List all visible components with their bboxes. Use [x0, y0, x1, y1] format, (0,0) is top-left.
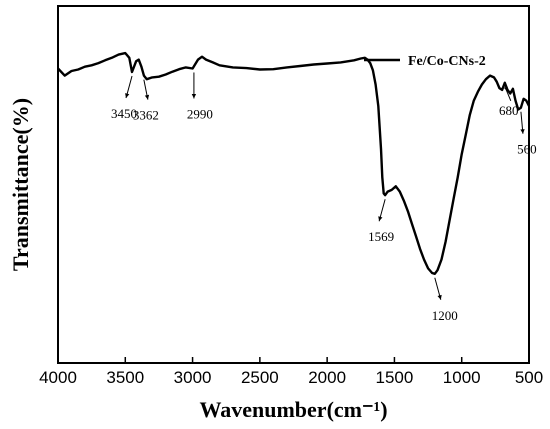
annotation-arrowhead	[503, 86, 508, 91]
legend: Fe/Co-CNs-2	[364, 54, 486, 69]
x-tick-label: 500	[515, 368, 543, 387]
x-tick-label: 2000	[308, 368, 346, 387]
annotation-label: 1200	[432, 308, 458, 323]
series-layer	[57, 51, 531, 275]
annotation-arrowhead	[125, 93, 130, 99]
plot-border	[57, 5, 530, 364]
x-tick-label: 4000	[39, 368, 77, 387]
annotation-label: 680	[499, 103, 519, 118]
x-axis-ticks: 4000 3500 3000 2500 2000 1500 1000 500	[39, 357, 543, 387]
y-axis-title: Transmittance(%)	[8, 98, 33, 271]
x-axis-title: Wavenumber(cm⁻¹)	[199, 397, 387, 422]
x-tick-label: 3000	[174, 368, 212, 387]
series-line	[57, 51, 531, 275]
annotation-arrowhead	[378, 216, 383, 222]
annotation-label: 2990	[187, 106, 213, 121]
plot-frame	[57, 5, 530, 364]
x-tick-label: 1000	[443, 368, 481, 387]
annotation-arrowhead	[144, 94, 150, 100]
annotation-arrowhead	[191, 93, 197, 99]
legend-entry-label: Fe/Co-CNs-2	[408, 54, 486, 69]
annotation-arrowhead	[437, 294, 442, 300]
x-tick-label: 1500	[376, 368, 414, 387]
annotation-label: 3450	[111, 106, 137, 121]
annotation-arrow	[505, 88, 512, 101]
annotation-label: 560	[517, 142, 537, 157]
annotation-label: 3362	[133, 108, 159, 123]
annotation-arrowhead	[520, 129, 525, 134]
x-tick-label: 3500	[106, 368, 144, 387]
x-tick-label: 2500	[241, 368, 279, 387]
annotation-label: 1569	[368, 229, 394, 244]
